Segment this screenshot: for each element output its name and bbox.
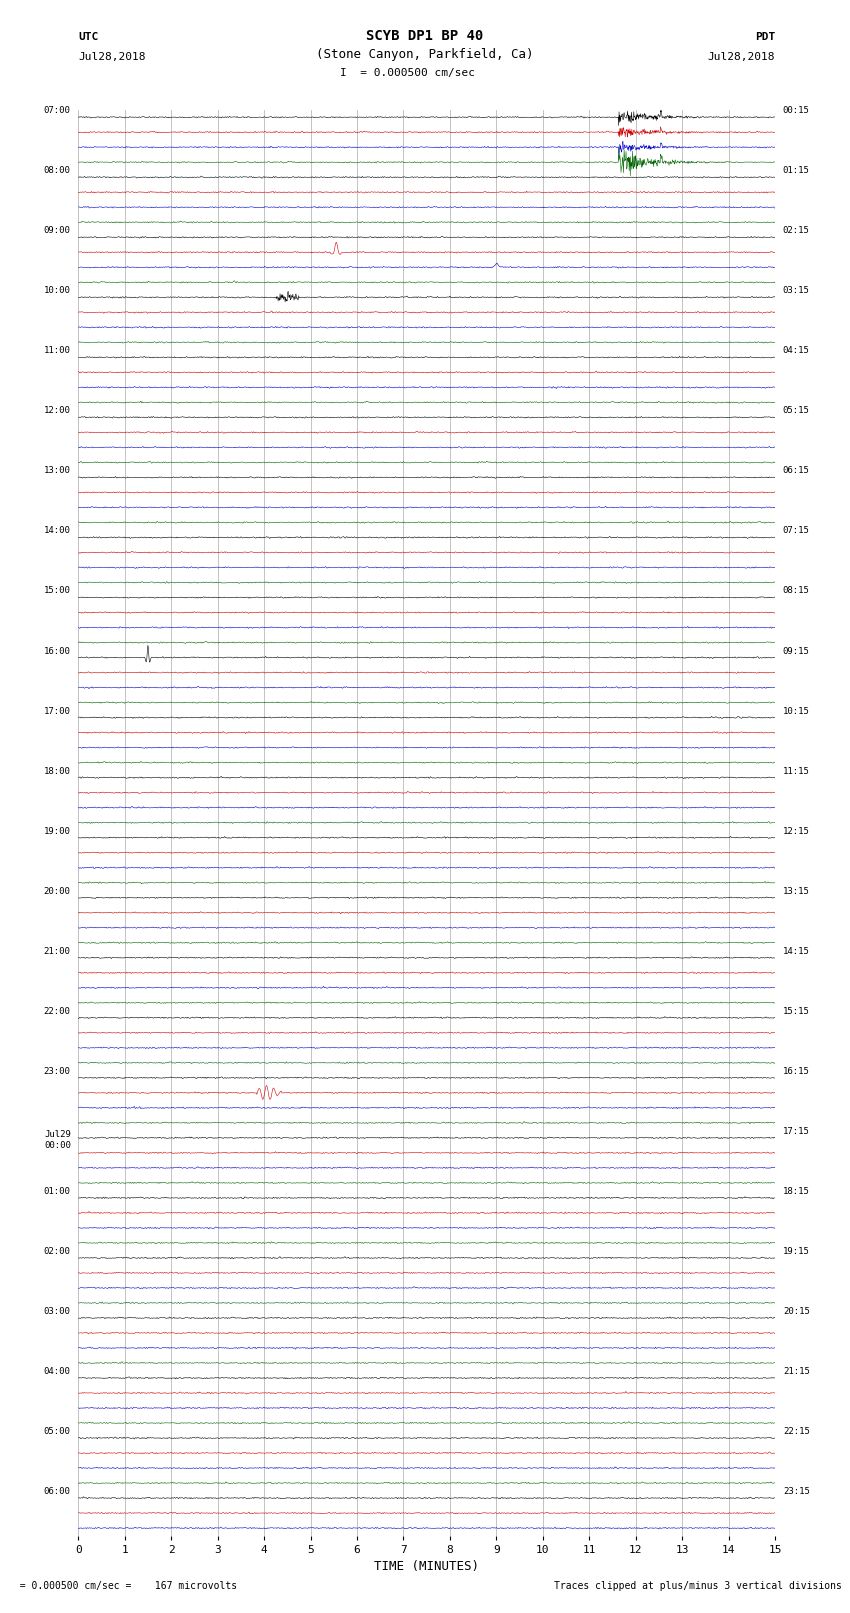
- X-axis label: TIME (MINUTES): TIME (MINUTES): [374, 1560, 479, 1573]
- Text: UTC: UTC: [78, 32, 99, 42]
- Text: Jul29
00:00: Jul29 00:00: [44, 1131, 71, 1150]
- Text: SCYB DP1 BP 40: SCYB DP1 BP 40: [366, 29, 484, 44]
- Text: PDT: PDT: [755, 32, 775, 42]
- Text: (Stone Canyon, Parkfield, Ca): (Stone Canyon, Parkfield, Ca): [316, 48, 534, 61]
- Text: Traces clipped at plus/minus 3 vertical divisions: Traces clipped at plus/minus 3 vertical …: [553, 1581, 842, 1590]
- Text: = 0.000500 cm/sec =    167 microvolts: = 0.000500 cm/sec = 167 microvolts: [8, 1581, 238, 1590]
- Text: Jul28,2018: Jul28,2018: [78, 52, 145, 61]
- Text: Jul28,2018: Jul28,2018: [708, 52, 775, 61]
- Text: I  = 0.000500 cm/sec: I = 0.000500 cm/sec: [341, 68, 475, 77]
